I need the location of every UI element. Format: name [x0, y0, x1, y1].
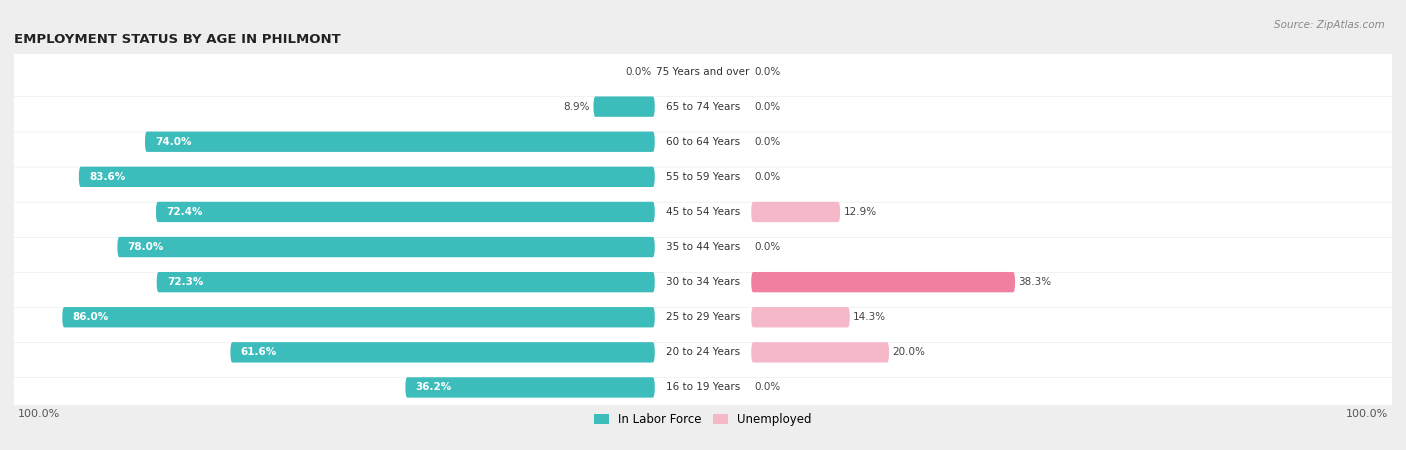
- Text: 8.9%: 8.9%: [564, 102, 591, 112]
- Text: 30 to 34 Years: 30 to 34 Years: [666, 277, 740, 287]
- Text: 0.0%: 0.0%: [755, 382, 780, 392]
- Text: 72.4%: 72.4%: [166, 207, 202, 217]
- Text: 0.0%: 0.0%: [755, 242, 780, 252]
- FancyBboxPatch shape: [14, 45, 1396, 96]
- FancyBboxPatch shape: [156, 272, 655, 292]
- FancyBboxPatch shape: [14, 186, 1396, 237]
- Text: 0.0%: 0.0%: [755, 67, 780, 76]
- FancyBboxPatch shape: [231, 342, 655, 363]
- FancyBboxPatch shape: [751, 307, 849, 328]
- FancyBboxPatch shape: [13, 292, 1393, 342]
- FancyBboxPatch shape: [14, 291, 1396, 342]
- FancyBboxPatch shape: [13, 187, 1393, 237]
- Text: 38.3%: 38.3%: [1018, 277, 1052, 287]
- FancyBboxPatch shape: [13, 46, 1393, 97]
- FancyBboxPatch shape: [14, 326, 1396, 377]
- Text: 86.0%: 86.0%: [73, 312, 108, 322]
- Text: 16 to 19 Years: 16 to 19 Years: [666, 382, 740, 392]
- Text: 0.0%: 0.0%: [626, 67, 651, 76]
- Text: 35 to 44 Years: 35 to 44 Years: [666, 242, 740, 252]
- Text: 0.0%: 0.0%: [755, 137, 780, 147]
- FancyBboxPatch shape: [14, 221, 1396, 272]
- Text: 0.0%: 0.0%: [755, 172, 780, 182]
- FancyBboxPatch shape: [62, 307, 655, 328]
- Text: 100.0%: 100.0%: [17, 409, 59, 419]
- Text: 14.3%: 14.3%: [853, 312, 886, 322]
- FancyBboxPatch shape: [79, 166, 655, 187]
- FancyBboxPatch shape: [13, 362, 1393, 413]
- FancyBboxPatch shape: [117, 237, 655, 257]
- Text: 75 Years and over: 75 Years and over: [657, 67, 749, 76]
- FancyBboxPatch shape: [13, 81, 1393, 132]
- FancyBboxPatch shape: [405, 377, 655, 398]
- Text: 78.0%: 78.0%: [128, 242, 165, 252]
- FancyBboxPatch shape: [14, 256, 1396, 307]
- Text: Source: ZipAtlas.com: Source: ZipAtlas.com: [1274, 20, 1385, 30]
- Text: 61.6%: 61.6%: [240, 347, 277, 357]
- Text: 100.0%: 100.0%: [1347, 409, 1389, 419]
- FancyBboxPatch shape: [156, 202, 655, 222]
- Text: 25 to 29 Years: 25 to 29 Years: [666, 312, 740, 322]
- FancyBboxPatch shape: [14, 361, 1396, 412]
- FancyBboxPatch shape: [751, 272, 1015, 292]
- FancyBboxPatch shape: [145, 131, 655, 152]
- Text: 83.6%: 83.6%: [89, 172, 125, 182]
- Text: 65 to 74 Years: 65 to 74 Years: [666, 102, 740, 112]
- Text: 0.0%: 0.0%: [755, 102, 780, 112]
- Text: 36.2%: 36.2%: [416, 382, 451, 392]
- FancyBboxPatch shape: [14, 151, 1396, 202]
- FancyBboxPatch shape: [13, 152, 1393, 202]
- FancyBboxPatch shape: [14, 81, 1396, 131]
- Text: 60 to 64 Years: 60 to 64 Years: [666, 137, 740, 147]
- Text: EMPLOYMENT STATUS BY AGE IN PHILMONT: EMPLOYMENT STATUS BY AGE IN PHILMONT: [14, 33, 340, 46]
- FancyBboxPatch shape: [13, 327, 1393, 378]
- Text: 20.0%: 20.0%: [893, 347, 925, 357]
- FancyBboxPatch shape: [593, 96, 655, 117]
- FancyBboxPatch shape: [751, 342, 889, 363]
- Legend: In Labor Force, Unemployed: In Labor Force, Unemployed: [589, 408, 817, 431]
- Text: 45 to 54 Years: 45 to 54 Years: [666, 207, 740, 217]
- Text: 20 to 24 Years: 20 to 24 Years: [666, 347, 740, 357]
- Text: 74.0%: 74.0%: [155, 137, 191, 147]
- Text: 72.3%: 72.3%: [167, 277, 204, 287]
- FancyBboxPatch shape: [13, 222, 1393, 272]
- FancyBboxPatch shape: [13, 257, 1393, 307]
- FancyBboxPatch shape: [13, 117, 1393, 167]
- FancyBboxPatch shape: [751, 202, 841, 222]
- FancyBboxPatch shape: [14, 116, 1396, 166]
- Text: 12.9%: 12.9%: [844, 207, 877, 217]
- Text: 55 to 59 Years: 55 to 59 Years: [666, 172, 740, 182]
